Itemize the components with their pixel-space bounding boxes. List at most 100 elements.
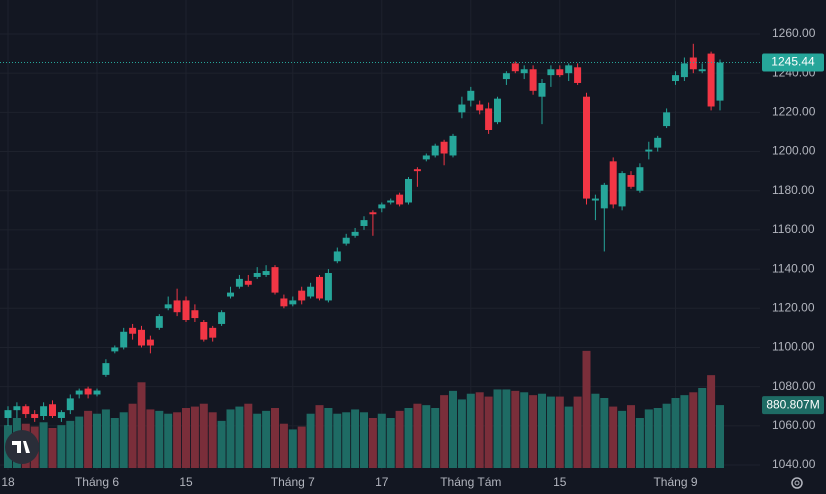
volume-bar bbox=[182, 408, 190, 468]
candle-body bbox=[253, 273, 261, 277]
candle-body bbox=[511, 63, 519, 72]
volume-bar bbox=[297, 426, 306, 468]
volume-bar bbox=[57, 425, 66, 468]
volume-bar bbox=[449, 390, 457, 468]
x-tick-label: Tháng Tám bbox=[440, 475, 501, 489]
last-price-tag bbox=[762, 53, 824, 72]
candle-body bbox=[707, 53, 715, 107]
volume-bar bbox=[618, 410, 627, 468]
volume-bar bbox=[66, 420, 75, 468]
candle-body bbox=[431, 145, 439, 156]
candle-body bbox=[698, 69, 706, 72]
x-tick-label: Tháng 6 bbox=[75, 475, 119, 489]
candle-body bbox=[218, 312, 226, 324]
candle-body bbox=[13, 406, 21, 411]
volume-bar bbox=[466, 393, 475, 468]
candle-body bbox=[494, 98, 501, 123]
volume-bar bbox=[84, 410, 93, 468]
volume-bar bbox=[546, 396, 555, 468]
candle-body bbox=[244, 280, 252, 285]
volume-bar bbox=[538, 393, 546, 468]
candle-body bbox=[173, 300, 181, 313]
candle-body bbox=[369, 212, 377, 215]
candle-body bbox=[476, 104, 484, 111]
y-tick-label: 1200.00 bbox=[772, 144, 816, 158]
volume-bar bbox=[101, 409, 110, 468]
candle-body bbox=[405, 178, 412, 203]
candle-body bbox=[93, 390, 101, 395]
candle-body bbox=[4, 410, 12, 418]
candle-body bbox=[627, 175, 635, 187]
candle-body bbox=[235, 278, 243, 287]
volume-bar bbox=[333, 413, 342, 468]
candle-body bbox=[449, 135, 457, 156]
candle-body bbox=[182, 300, 190, 321]
candle-body bbox=[120, 331, 128, 348]
volume-bar bbox=[457, 399, 466, 468]
candle-body bbox=[227, 292, 234, 297]
candle-body bbox=[547, 69, 555, 76]
volume-bar bbox=[262, 410, 271, 468]
candle-body bbox=[271, 267, 279, 293]
volume-bar bbox=[582, 350, 591, 468]
volume-bar bbox=[671, 398, 680, 468]
y-tick-label: 1100.00 bbox=[772, 340, 815, 354]
volume-bar bbox=[627, 405, 635, 468]
volume-bar bbox=[555, 396, 564, 468]
volume-bar bbox=[315, 405, 324, 468]
candle-body bbox=[680, 63, 688, 78]
candle-body bbox=[440, 141, 448, 154]
candle-body bbox=[583, 96, 590, 199]
volume-bar bbox=[716, 405, 724, 468]
settings-icon[interactable] bbox=[791, 477, 803, 489]
volume-bar bbox=[564, 406, 573, 468]
volume-bar bbox=[511, 390, 520, 468]
candle-body bbox=[520, 69, 528, 74]
candle-body bbox=[565, 65, 573, 74]
candle-body bbox=[672, 75, 679, 82]
volume-bar bbox=[377, 413, 386, 468]
candle-body bbox=[485, 108, 493, 130]
candle-body bbox=[289, 300, 297, 305]
candle-body bbox=[102, 363, 110, 375]
candle-body bbox=[129, 327, 137, 334]
volume-bar bbox=[75, 416, 84, 468]
x-tick-label: Tháng 9 bbox=[653, 475, 697, 489]
volume-bar bbox=[591, 393, 600, 468]
candle-body bbox=[574, 67, 582, 83]
volume-bar bbox=[529, 395, 538, 468]
last-price-label: 1245.44 bbox=[771, 55, 815, 69]
volume-bar bbox=[324, 408, 333, 468]
volume-bar bbox=[520, 392, 529, 468]
volume-bar bbox=[235, 406, 244, 468]
volume-bar bbox=[271, 408, 279, 468]
volume-bar bbox=[431, 408, 440, 468]
y-tick-label: 1040.00 bbox=[772, 457, 816, 471]
candle-body bbox=[591, 198, 599, 201]
y-tick-label: 1120.00 bbox=[772, 300, 815, 314]
volume-bar bbox=[128, 403, 137, 468]
volume-bar bbox=[119, 412, 128, 468]
candle-body bbox=[422, 155, 430, 160]
volume-bar bbox=[253, 413, 262, 468]
volume-bar bbox=[190, 406, 199, 468]
volume-bar bbox=[440, 395, 449, 468]
volume-bar bbox=[653, 408, 662, 468]
volume-bar bbox=[573, 396, 582, 468]
volume-bar bbox=[199, 403, 208, 468]
candle-body bbox=[529, 69, 537, 91]
volume-bar bbox=[288, 429, 297, 468]
volume-bar bbox=[173, 412, 182, 468]
candle-body bbox=[22, 406, 30, 415]
candle-body bbox=[138, 329, 145, 346]
volume-bar bbox=[698, 388, 707, 468]
y-tick-label: 1060.00 bbox=[772, 418, 816, 432]
candle-body bbox=[280, 298, 288, 307]
candle-body bbox=[609, 161, 617, 205]
candle-body bbox=[458, 104, 466, 113]
candle-body bbox=[324, 273, 332, 301]
volume-bar bbox=[146, 409, 155, 468]
volume-bar bbox=[395, 410, 404, 468]
candle-body bbox=[556, 69, 564, 76]
